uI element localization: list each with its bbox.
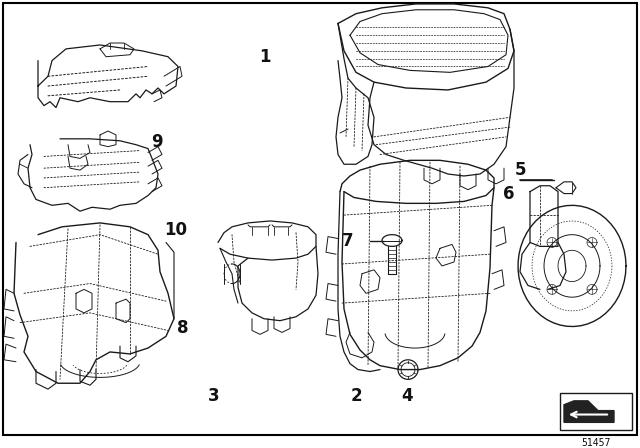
Text: 51457: 51457	[581, 438, 611, 448]
Text: 4: 4	[401, 387, 413, 405]
Text: 5: 5	[515, 161, 527, 179]
Text: 2: 2	[350, 387, 362, 405]
Text: 3: 3	[208, 387, 220, 405]
Polygon shape	[564, 401, 614, 422]
Text: 1: 1	[259, 47, 271, 66]
Text: 6: 6	[503, 185, 515, 202]
Text: 9: 9	[151, 133, 163, 151]
Bar	[560, 393, 632, 430]
Text: 10: 10	[164, 221, 188, 239]
Text: 8: 8	[177, 319, 189, 336]
Text: 7: 7	[342, 232, 354, 250]
